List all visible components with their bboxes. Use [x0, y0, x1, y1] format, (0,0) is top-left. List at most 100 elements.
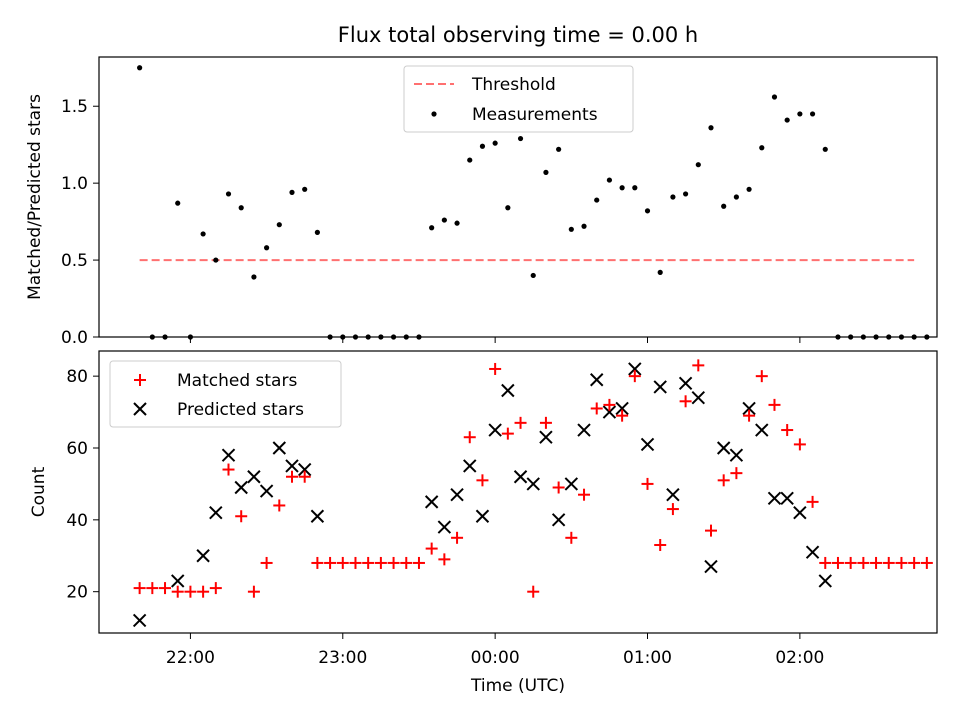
matched-point: [717, 474, 730, 487]
bottom-axes-frame: [98, 350, 938, 634]
predicted-point: [615, 401, 629, 416]
predicted-point: [640, 437, 655, 452]
measurement-point: [543, 169, 549, 175]
top-y-tick-label: 1.0: [61, 174, 88, 194]
predicted-point: [272, 441, 287, 455]
measurement-point: [708, 125, 714, 131]
matched-point: [171, 585, 184, 598]
top-axis-ticks: 0.0 0.5 1.0 1.5: [61, 97, 801, 348]
matched-point: [730, 467, 743, 480]
matched-point: [425, 542, 438, 555]
measurement-point: [809, 111, 816, 117]
top-y-axis-label: Matched/Predicted stars: [25, 94, 45, 300]
measurement-point: [568, 226, 574, 232]
matched-point: [362, 556, 375, 569]
measurement-point: [632, 185, 638, 191]
measurement-point: [784, 117, 790, 123]
predicted-point: [450, 487, 464, 502]
matched-point: [806, 495, 819, 508]
measurement-point: [302, 186, 308, 192]
predicted-point: [704, 559, 718, 574]
bottom-y-tick-label: 60: [66, 439, 88, 459]
matched-point: [565, 531, 578, 544]
matched-point: [400, 556, 413, 569]
predicted-point: [475, 509, 490, 523]
x-tick-label: 22:00: [166, 648, 215, 668]
matched-point: [501, 427, 514, 440]
predicted-point: [247, 470, 261, 484]
matched-point: [209, 582, 222, 595]
matched-point: [704, 524, 717, 537]
predicted-point: [526, 477, 540, 491]
predicted-point: [602, 405, 617, 419]
matched-point: [603, 398, 616, 411]
measurement-point: [479, 143, 486, 149]
predicted-point: [437, 520, 452, 534]
measurement-point: [594, 197, 600, 203]
predicted-point: [209, 505, 223, 520]
matched-point: [298, 470, 311, 483]
bottom-y-tick-label: 40: [66, 511, 88, 531]
bottom-plot-marks: [132, 359, 933, 628]
matched-point: [146, 582, 159, 595]
bottom-y-axis-label: Count: [29, 466, 49, 517]
matched-point: [679, 395, 692, 408]
measurement-point: [213, 257, 219, 263]
measurement-point: [225, 191, 232, 197]
measurement-point: [517, 135, 524, 142]
measurement-point: [314, 229, 320, 235]
predicted-point: [716, 441, 731, 455]
x-tick-label: 02:00: [775, 648, 824, 668]
chart-title: Flux total observing time = 0.00 h: [338, 23, 698, 47]
measurement-point: [137, 65, 143, 71]
predicted-point: [628, 362, 642, 376]
matched-point: [692, 359, 705, 372]
matched-point: [311, 556, 324, 569]
x-axis-label: Time (UTC): [470, 676, 565, 696]
measurement-point: [505, 205, 511, 211]
bottom-legend: Matched stars Predicted stars: [109, 360, 342, 428]
predicted-point: [285, 459, 299, 473]
bottom-legend-box: [109, 360, 342, 428]
top-plot-marks: [137, 65, 930, 340]
matched-point: [451, 531, 464, 544]
measurement-point: [822, 146, 828, 152]
matched-point: [133, 582, 146, 595]
measurement-point: [238, 205, 244, 211]
top-legend: Threshold Measurements: [403, 65, 634, 133]
measurement-point: [200, 231, 206, 237]
threshold-legend-label: Threshold: [471, 75, 556, 95]
x-tick-label: 00:00: [471, 648, 520, 668]
matched-point: [920, 556, 933, 569]
matched-point: [590, 402, 603, 415]
predicted-point: [780, 491, 794, 505]
predicted-point: [196, 549, 210, 563]
predicted-point: [653, 380, 667, 394]
matched-point: [857, 556, 870, 569]
predicted-point: [755, 423, 769, 437]
measurement-point: [771, 94, 778, 100]
matched-point: [743, 409, 756, 422]
matched-legend-swatch: [134, 374, 146, 386]
measurement-point: [556, 146, 562, 152]
matched-point: [159, 582, 172, 595]
measurement-point: [581, 223, 587, 229]
top-y-tick-label: 1.5: [61, 97, 88, 117]
measurement-point: [670, 194, 676, 200]
measurement-point: [721, 203, 727, 209]
predicted-point: [501, 383, 515, 398]
x-tick-label: 23:00: [318, 648, 367, 668]
predicted-point: [691, 390, 706, 405]
predicted-point: [297, 462, 312, 477]
measurement-point: [175, 200, 181, 206]
matched-point: [349, 556, 362, 569]
measurement-point: [733, 194, 739, 200]
predicted-point: [818, 574, 832, 588]
measurement-point: [454, 220, 460, 226]
predicted-point: [513, 470, 528, 484]
matched-point: [755, 370, 768, 383]
predicted-point: [221, 448, 236, 462]
measurement-point: [441, 217, 447, 223]
bottom-axis-ticks: 20 40 60 80 22:00 23:00 00:00 01:00 02:00: [66, 367, 824, 668]
